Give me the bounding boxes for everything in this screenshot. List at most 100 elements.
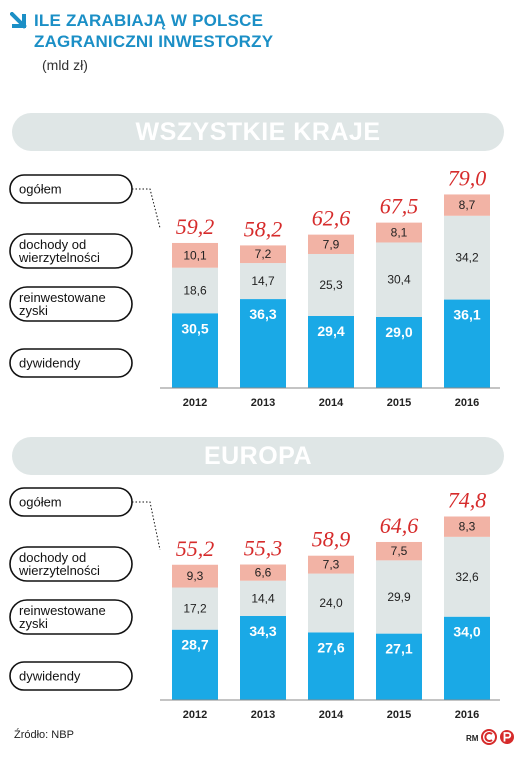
chart1-bar-2012-seg-3 [172,242,218,268]
chart1-value-label-2014-seg-2: 25,3 [319,278,343,292]
chart1-legend-dividends-text: dywidendy [19,356,81,371]
chart2-bar-2015-seg-3 [376,541,422,561]
chart2-value-label-2015-seg-3: 7,5 [391,544,408,558]
chart2-bar-2014-seg-3 [308,555,354,574]
chart2-value-label-2012-seg-3: 9,3 [187,569,204,583]
chart2-x-tick-2013: 2013 [251,709,275,721]
chart2-x-tick-2016: 2016 [455,709,479,721]
chart2-x-tick-2015: 2015 [387,709,411,721]
chart1-legend-reinvested-text: zyski [19,303,48,318]
chart1-x-tick-2015: 2015 [387,397,411,409]
chart1-value-label-2016-seg-1: 36,1 [453,307,480,323]
chart2-value-label-2015-seg-2: 29,9 [387,590,411,604]
chart1-value-label-2015-seg-3: 8,1 [391,226,408,240]
chart1-bar-2013-seg-2 [240,263,286,300]
chart1-legend-total-text: ogółem [19,182,62,197]
chart2-bar-2013-seg-2 [240,580,286,616]
chart1-legend-debt-text: dochody od [19,237,86,252]
chart2-bar-2014-seg-2 [308,573,354,633]
chart2-leader-line [132,501,161,550]
chart1-bar-2015-seg-3 [376,222,422,243]
chart1-value-label-2013-seg-3: 7,2 [255,247,272,261]
chart2-bar-2016-seg-3 [444,516,490,537]
title-line-2: ZAGRANICZNI INWESTORZY [34,32,274,51]
chart1-value-label-2014-seg-3: 7,9 [323,237,340,251]
chart1-value-label-2015-seg-1: 29,0 [385,324,412,340]
chart1-bar-2016-seg-3 [444,194,490,216]
chart2-value-label-2014-seg-1: 27,6 [317,639,344,655]
chart2-bar-2016-seg-2 [444,536,490,617]
arrow-down-right-icon [10,12,27,29]
chart2-legend-total-text: ogółem [19,495,62,510]
chart2-legend-dividends-box [9,661,133,691]
chart2-x-tick-2012: 2012 [183,709,207,721]
chart1-bar-2014-seg-1 [308,315,354,388]
chart1-bar-2016-seg-2 [444,215,490,300]
chart2-bar-2016-seg-1 [444,616,490,700]
title-line-1: ILE ZARABIAJĄ W POLSCE [34,11,264,30]
chart2-value-label-2014-seg-3: 7,3 [323,558,340,572]
chart1-total-label-2016: 79,0 [448,165,487,190]
chart2-bar-2012-seg-1 [172,629,218,700]
chart2-legend-debt-box [9,546,133,582]
chart2-bar-2013-seg-3 [240,564,286,581]
chart2-bar-2015-seg-1 [376,633,422,700]
chart2-value-label-2016-seg-3: 8,3 [459,520,476,534]
author-initials: RM [466,734,479,743]
chart1-x-tick-2014: 2014 [319,397,344,409]
chart2-bar-2012-seg-2 [172,587,218,630]
chart1-bar-2015-seg-2 [376,242,422,317]
chart2-legend-debt-text: wierzytelności [18,563,100,578]
chart1-total-label-2012: 59,2 [176,214,215,239]
chart1-legend-reinvested-text: reinwestowane [19,290,106,305]
section-title-all-countries: WSZYSTKIE KRAJE [12,113,504,151]
publisher-logo [481,729,514,745]
chart1-x-tick-2016: 2016 [455,397,479,409]
chart2-total-label-2013: 55,3 [244,536,283,561]
chart1-legend-reinvested-box [9,286,133,322]
chart2-total-label-2015: 64,6 [380,513,419,538]
chart1-total-label-2015: 67,5 [380,194,419,219]
chart2-legend-dividends-text: dywidendy [19,669,81,684]
chart2-total-label-2016: 74,8 [448,487,487,512]
chart2-value-label-2015-seg-1: 27,1 [385,641,412,657]
chart1-bar-2015-seg-1 [376,316,422,388]
chart1-bar-2014-seg-2 [308,253,354,316]
chart2-legend-reinvested-box [9,599,133,635]
chart2-bar-2015-seg-2 [376,560,422,634]
chart1-value-label-2013-seg-2: 14,7 [251,274,275,288]
chart1-bar-2012-seg-2 [172,267,218,314]
chart2-total-label-2014: 58,9 [312,527,351,552]
chart1-total-label-2013: 58,2 [244,216,283,241]
chart2-bar-2012-seg-3 [172,564,218,588]
chart1-legend-dividends-box [9,348,133,378]
chart2-value-label-2013-seg-3: 6,6 [255,566,272,580]
chart1-value-label-2015-seg-2: 30,4 [387,273,411,287]
chart2-bar-2013-seg-1 [240,615,286,700]
chart2-legend-debt-text: dochody od [19,550,86,565]
chart2-value-label-2016-seg-1: 34,0 [453,624,480,640]
chart1-bar-2016-seg-1 [444,299,490,388]
chart1-value-label-2012-seg-2: 18,6 [183,283,207,297]
unit-label: (mld zł) [42,57,88,73]
chart1-x-tick-2013: 2013 [251,397,275,409]
chart1-x-tick-2012: 2012 [183,397,207,409]
chart1-bar-2013-seg-3 [240,245,286,264]
chart1-leader-line [132,188,161,229]
chart1-value-label-2014-seg-1: 29,4 [317,323,344,339]
chart2-value-label-2012-seg-2: 17,2 [183,602,207,616]
chart2-x-tick-2014: 2014 [319,709,344,721]
chart2-bar-2014-seg-1 [308,632,354,700]
chart1-value-label-2016-seg-2: 34,2 [455,251,479,265]
chart1-total-label-2014: 62,6 [312,206,351,231]
chart2-value-label-2013-seg-2: 14,4 [251,591,275,605]
chart1-value-label-2012-seg-3: 10,1 [183,248,207,262]
chart1-bar-2013-seg-1 [240,299,286,388]
chart1-bar-2014-seg-3 [308,234,354,254]
chart2-legend-reinvested-text: zyski [19,616,48,631]
section-title-europe: EUROPA [12,437,504,475]
chart1-value-label-2012-seg-1: 30,5 [181,320,208,336]
chart2-value-label-2016-seg-2: 32,6 [455,570,479,584]
chart2-value-label-2013-seg-1: 34,3 [249,623,276,639]
